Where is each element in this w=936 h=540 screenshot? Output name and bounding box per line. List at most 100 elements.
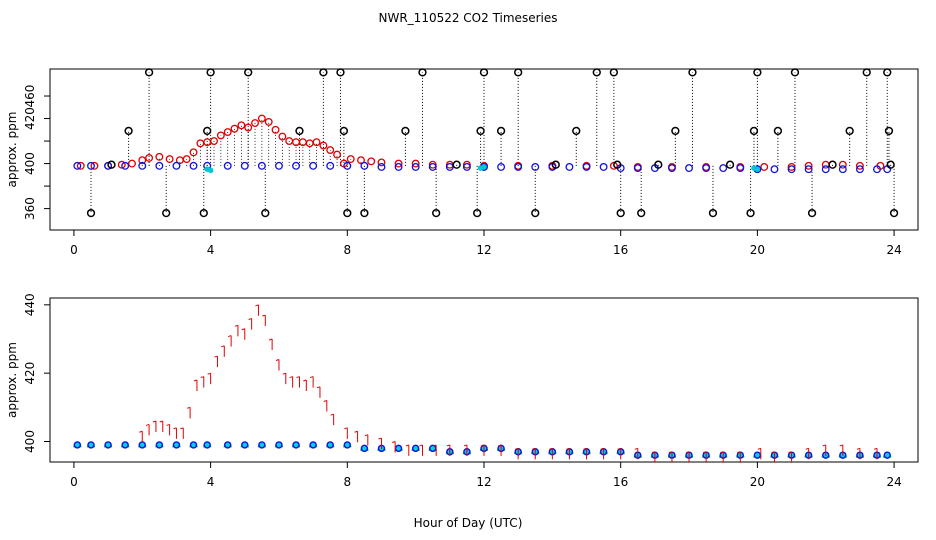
red-circle-4 — [128, 159, 136, 168]
black-circle-12 — [336, 68, 345, 77]
black-circle-19 — [452, 160, 461, 169]
black-circle-4 — [162, 208, 171, 218]
x-tick-label-1-1: 4 — [207, 475, 215, 489]
marks-top — [73, 68, 899, 218]
x-tick-label-0-4: 16 — [613, 243, 628, 257]
y-axis-label-text-bottom: approx. ppm — [5, 342, 19, 418]
red-tick-mark-23 — [296, 376, 300, 379]
blue-marker-13 — [292, 441, 300, 449]
red-tick-mark-53 — [720, 451, 724, 454]
cyan-point-3 — [481, 164, 487, 170]
black-circle-23 — [496, 126, 506, 136]
plot-frame-bottom — [49, 297, 919, 463]
blue-marker-0 — [73, 441, 82, 449]
red-circle-29 — [312, 138, 321, 147]
red-circle-19 — [244, 123, 253, 132]
red-circle-6 — [145, 153, 154, 162]
y-tick-label-group-0-5: 460 — [23, 85, 37, 108]
black-circle-16 — [401, 126, 410, 136]
y-tick-label-0-4: 420 — [23, 107, 37, 130]
blue-circle-7 — [189, 161, 198, 170]
blue-circle-6 — [172, 161, 181, 170]
black-circle-25 — [531, 208, 540, 218]
panel-bottom: approx. ppm 0 4 8 12 16 20 24 400 420 440 — [5, 293, 919, 489]
red-circle-7 — [155, 152, 164, 161]
red-tick-mark-29 — [344, 427, 348, 430]
red-tick-mark-10 — [207, 372, 211, 375]
red-circle-8 — [165, 155, 174, 164]
black-circle-3 — [144, 68, 154, 77]
red-circle-24 — [278, 132, 287, 141]
cyan-point-1 — [207, 167, 214, 174]
axes-bottom: 0 4 8 12 16 20 24 400 420 440 — [23, 293, 902, 489]
blue-marker-4 — [138, 441, 146, 449]
red-circle-21 — [257, 114, 266, 123]
x-tick-label-1-4: 16 — [613, 475, 628, 489]
blue-marker-1 — [87, 441, 95, 449]
blue-circle-19 — [394, 163, 403, 171]
black-circle-47 — [883, 68, 892, 77]
blue-circle-25 — [497, 163, 506, 171]
blue-circle-29 — [565, 163, 574, 171]
x-tick-label-1-0: 0 — [70, 475, 78, 489]
red-circle-36 — [367, 157, 376, 166]
y-tick-label-0-2: 400 — [23, 152, 37, 175]
blue-circle-13 — [292, 161, 300, 170]
red-circle-11 — [189, 148, 198, 157]
red-tick-mark-55 — [757, 447, 761, 450]
x-tick-label-0-0: 0 — [70, 243, 78, 257]
red-circle-30 — [319, 141, 328, 150]
x-tick-label-1-5: 20 — [750, 475, 765, 489]
blue-marker-16 — [343, 441, 352, 449]
blue-circle-11 — [257, 161, 266, 170]
black-circle-6 — [203, 126, 212, 136]
black-circle-21 — [476, 126, 485, 136]
red-circle-5 — [138, 156, 147, 165]
blue-circle-35 — [668, 164, 676, 173]
blue-circle-18 — [377, 163, 386, 171]
blue-circle-17 — [360, 161, 369, 170]
black-circle-24 — [514, 68, 523, 77]
red-circle-1 — [90, 161, 99, 170]
blue-circle-27 — [531, 163, 540, 171]
y-tick-label-group-1-0: 400 — [23, 430, 37, 453]
black-circle-40 — [753, 68, 762, 77]
red-tick-mark-14 — [234, 324, 239, 327]
red-tick-mark-37 — [446, 444, 450, 447]
black-circle-15 — [360, 208, 369, 218]
x-tick-label-0-1: 4 — [207, 243, 215, 257]
black-circle-27 — [572, 126, 581, 136]
red-tick-mark-49 — [651, 451, 656, 454]
red-tick-mark-19 — [268, 338, 273, 341]
blue-marker-7 — [189, 441, 198, 449]
blue-circle-26 — [514, 163, 523, 171]
blue-circle-1 — [87, 161, 95, 170]
blue-marker-8 — [203, 441, 211, 449]
black-circle-28 — [592, 68, 601, 77]
blue-marker-17 — [360, 444, 369, 453]
red-circle-42 — [462, 160, 471, 169]
y-tick-label-group-1-2: 440 — [23, 293, 37, 316]
black-circle-33 — [654, 160, 663, 169]
blue-circle-45 — [838, 165, 847, 174]
y-tick-label-0-0: 360 — [23, 197, 37, 220]
red-tick-mark-52 — [702, 451, 707, 454]
red-circle-57 — [855, 161, 864, 170]
blue-marker-3 — [121, 441, 129, 449]
blue-circle-20 — [411, 163, 420, 171]
red-tick-mark-13 — [227, 335, 232, 338]
red-circle-18 — [237, 121, 246, 130]
x-axis-label: Hour of Day (UTC) — [414, 516, 523, 530]
red-circle-10 — [182, 155, 191, 164]
blue-circle-47 — [873, 165, 881, 174]
red-tick-mark-9 — [200, 376, 204, 379]
red-tick-mark-26 — [316, 386, 321, 389]
blue-circle-5 — [155, 161, 164, 170]
red-tick-mark-30 — [354, 430, 358, 433]
black-circle-17 — [418, 68, 427, 77]
red-tick-mark-47 — [617, 447, 621, 450]
black-circle-48 — [884, 126, 894, 136]
black-circle-32 — [637, 208, 646, 218]
